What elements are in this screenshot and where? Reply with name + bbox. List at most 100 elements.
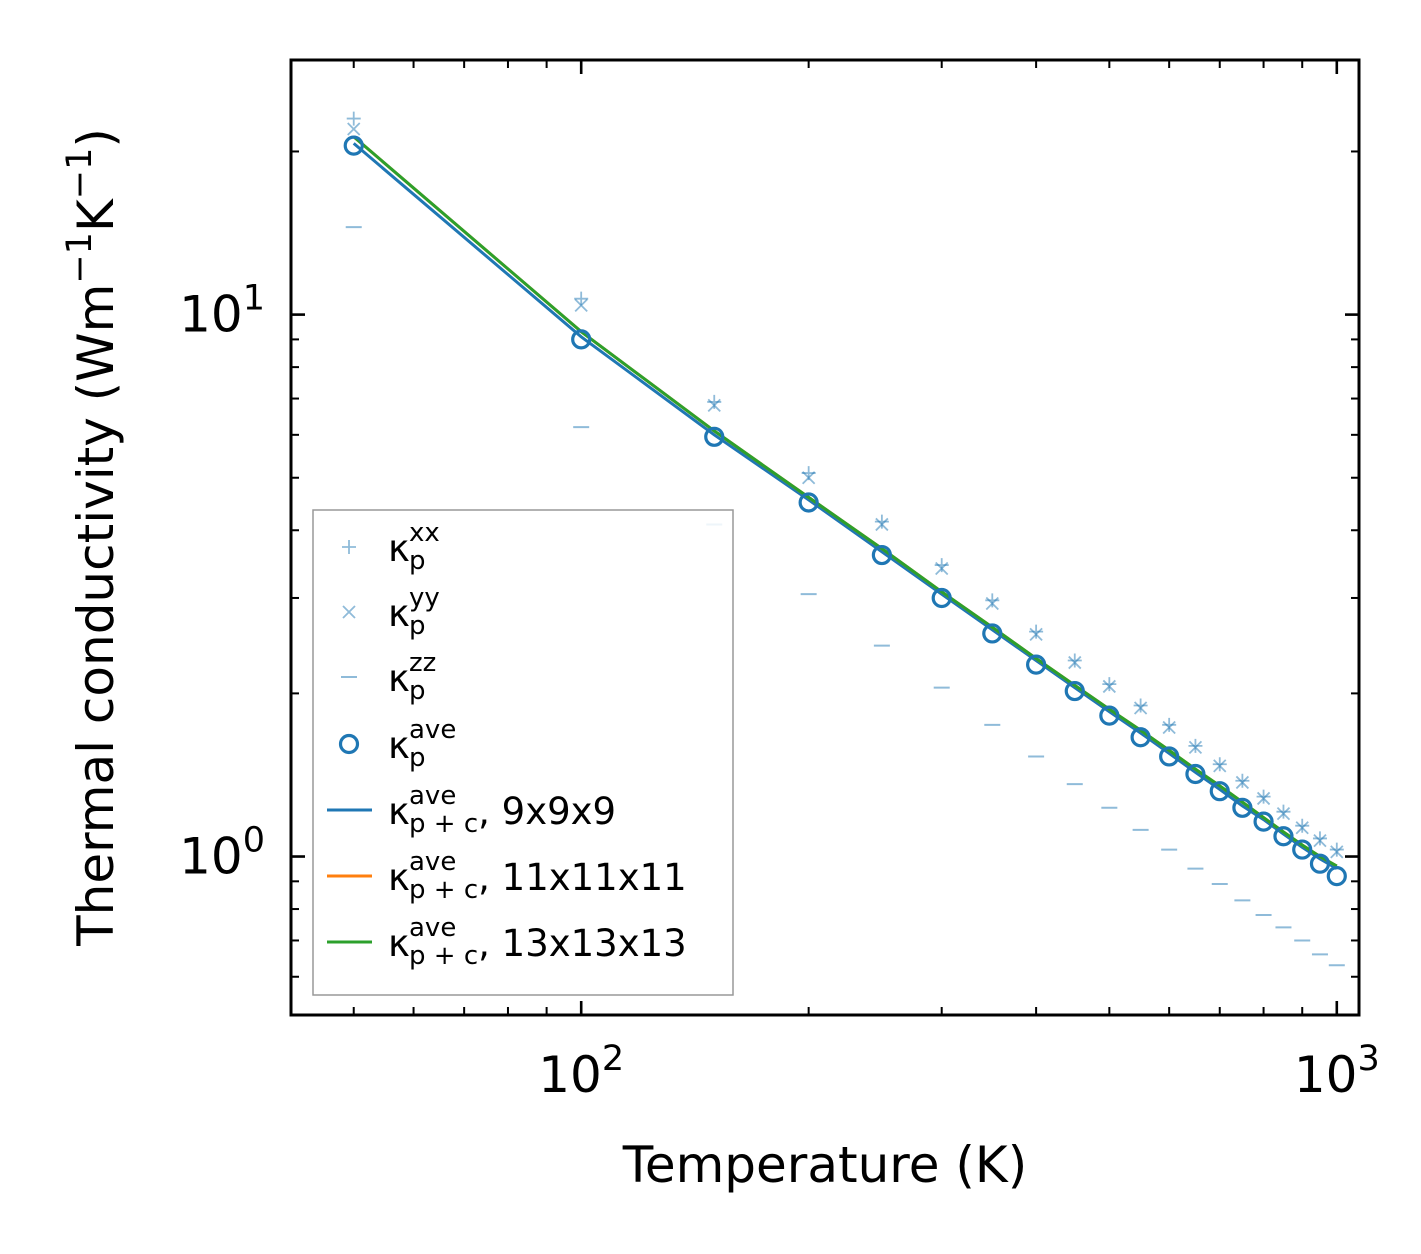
legend-superscript: xx — [409, 518, 440, 548]
series-line — [352, 142, 1338, 870]
data-marks — [343, 111, 1347, 967]
data-point — [985, 593, 1000, 608]
data-point — [1159, 746, 1180, 767]
data-point — [707, 398, 721, 413]
legend-suffix: , 11x11x11 — [478, 856, 687, 899]
legend-entry: κyy p — [342, 583, 440, 641]
legend-marker — [338, 733, 360, 755]
data-point — [871, 544, 892, 566]
data-point — [1256, 789, 1271, 804]
legend-suffix: , 13x13x13 — [478, 922, 687, 965]
legend-superscript: ave — [409, 847, 456, 877]
legend-label: κxx p — [388, 518, 440, 576]
data-point — [1276, 804, 1291, 819]
data-point — [1068, 655, 1082, 670]
legend-label: κyy p — [388, 583, 440, 641]
ylabel-text: K — [67, 198, 125, 232]
ylabel-text: Thermal conductivity (Wm — [67, 284, 125, 947]
legend-kappa: κ — [388, 724, 410, 767]
data-point — [571, 329, 592, 350]
ylabel-superscript: −1 — [60, 148, 100, 200]
data-point — [1326, 866, 1347, 887]
x-axis-label: Temperature (K) — [622, 1136, 1027, 1194]
legend-kappa: κ — [388, 657, 410, 700]
tick-exponent: 0 — [243, 821, 265, 861]
legend-box — [312, 509, 734, 996]
data-point — [1102, 677, 1117, 692]
data-point — [1185, 763, 1206, 785]
legend-kappa: κ — [388, 527, 410, 570]
legend-label: κave p + c, 9x9x9 — [388, 781, 616, 839]
legend-entry: κave p + c, 11x11x11 — [327, 847, 687, 905]
data-point — [1099, 705, 1120, 726]
data-point — [1213, 759, 1227, 773]
data-point — [574, 291, 589, 306]
data-point — [985, 596, 999, 611]
data-point — [1330, 845, 1344, 859]
legend-kappa: κ — [388, 922, 410, 965]
legend-subscript: p + c — [409, 941, 478, 971]
data-point — [982, 623, 1003, 644]
data-point — [1162, 717, 1177, 732]
data-point — [1309, 853, 1331, 874]
legend-kappa: κ — [388, 790, 410, 833]
data-point — [802, 471, 816, 485]
legend-subscript: p — [409, 743, 426, 773]
data-point — [1212, 757, 1227, 772]
data-point — [1102, 679, 1116, 694]
tick-exponent: 2 — [602, 1039, 624, 1079]
data-point — [347, 122, 361, 136]
data-point — [1067, 653, 1082, 668]
series-3 — [343, 135, 1347, 887]
legend-marker — [342, 540, 356, 554]
data-point — [1276, 806, 1291, 821]
tick-base: 10 — [538, 1046, 602, 1104]
data-point — [1029, 627, 1043, 642]
data-point — [1235, 775, 1250, 790]
data-point — [1235, 773, 1250, 788]
data-point — [346, 111, 361, 126]
tick-exponent: 1 — [243, 279, 265, 319]
data-point — [1133, 698, 1148, 713]
y-axis-label: Thermal conductivity (Wm−1K−1) — [60, 128, 125, 947]
data-point — [1273, 826, 1294, 847]
data-point — [1188, 740, 1203, 755]
data-point — [1313, 833, 1327, 848]
legend-marker — [342, 605, 356, 619]
data-point — [1329, 842, 1344, 857]
legend-label: κave p + c, 11x11x11 — [388, 847, 687, 905]
x-tick-label: 102 — [538, 1039, 624, 1104]
data-point — [1295, 821, 1309, 835]
data-point — [1295, 818, 1310, 833]
x-tick-label: 103 — [1294, 1039, 1380, 1104]
legend-subscript: p + c — [409, 875, 478, 905]
legend-suffix: , 9x9x9 — [478, 790, 616, 833]
legend-label: κzz p — [388, 648, 436, 706]
legend-entry: κave p + c, 13x13x13 — [327, 913, 687, 971]
legend-subscript: p — [409, 546, 426, 576]
legend-superscript: yy — [409, 583, 440, 613]
data-point — [935, 561, 949, 576]
ylabel-text: ) — [67, 128, 125, 148]
tick-base: 10 — [1294, 1046, 1358, 1104]
series-4 — [352, 142, 1338, 870]
data-point — [1232, 797, 1253, 818]
tick-base: 10 — [179, 828, 243, 886]
data-point — [1029, 624, 1044, 639]
data-point — [874, 514, 889, 529]
legend-subscript: p — [409, 611, 426, 641]
legend-entry: κave p + c, 9x9x9 — [327, 781, 616, 839]
data-point — [1133, 701, 1148, 715]
data-point — [1162, 720, 1176, 735]
data-point — [707, 394, 722, 409]
y-tick-label: 101 — [179, 279, 265, 344]
legend-superscript: ave — [409, 715, 456, 745]
ylabel-superscript: −1 — [60, 232, 100, 284]
legend-subscript: p + c — [409, 809, 478, 839]
tick-exponent: 3 — [1357, 1039, 1379, 1079]
legend-subscript: p — [409, 676, 426, 706]
legend-label: κave p — [388, 715, 456, 773]
data-point — [1064, 680, 1085, 702]
